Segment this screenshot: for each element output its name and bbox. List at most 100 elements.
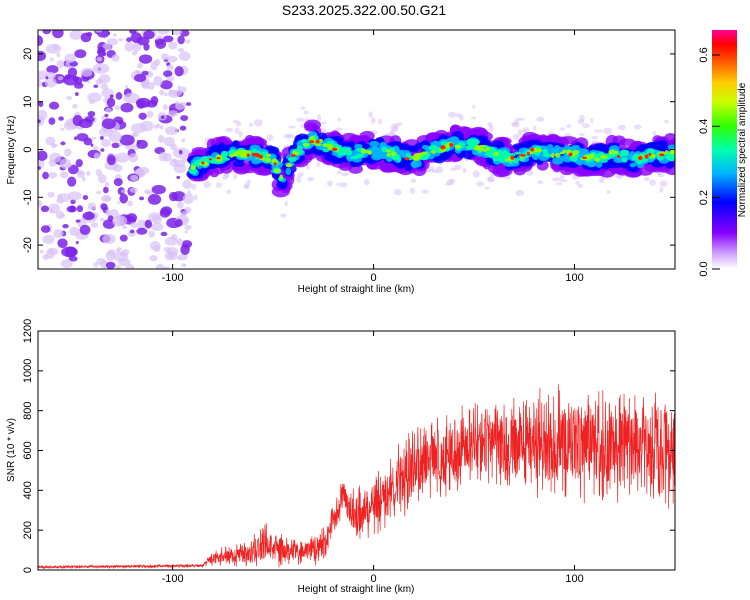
signal-blob: [648, 153, 652, 156]
signal-blob: [209, 167, 220, 178]
noise-speckle: [153, 75, 163, 87]
noise-speckle: [95, 168, 102, 177]
signal-blob: [309, 136, 315, 142]
noise-speckle: [178, 150, 183, 155]
faint-speckle: [316, 160, 320, 168]
faint-speckle: [515, 189, 525, 196]
noise-speckle: [166, 75, 175, 82]
faint-speckle: [489, 125, 494, 133]
faint-speckle: [643, 176, 650, 182]
signal-blob: [526, 151, 530, 156]
signal-blob: [416, 152, 424, 157]
noise-speckle: [124, 41, 135, 52]
noise-speckle: [48, 101, 60, 110]
noise-speckle: [56, 52, 61, 58]
faint-speckle: [559, 174, 565, 180]
signal-blob: [440, 145, 446, 150]
faint-speckle: [234, 127, 240, 135]
signal-blob: [637, 155, 643, 161]
signal-blob: [340, 148, 348, 154]
noise-speckle: [184, 230, 188, 234]
faint-speckle: [280, 213, 287, 218]
noise-speckle: [153, 59, 161, 66]
faint-speckle: [307, 176, 314, 182]
signal-blob: [274, 168, 281, 174]
faint-speckle: [395, 122, 403, 127]
faint-speckle: [370, 117, 376, 124]
noise-speckle: [87, 111, 96, 117]
signal-blob: [191, 146, 208, 156]
spectrogram-ytick-label: 20: [22, 48, 34, 60]
noise-speckle: [178, 51, 191, 62]
noise-speckle: [108, 131, 122, 143]
noise-speckle: [103, 186, 109, 194]
noise-speckle: [64, 53, 76, 63]
signal-blob: [428, 144, 438, 151]
noise-speckle: [163, 70, 173, 78]
noise-speckle: [74, 136, 78, 141]
noise-speckle: [83, 137, 93, 146]
faint-speckle: [454, 113, 462, 118]
faint-speckle: [578, 133, 585, 136]
faint-speckle: [559, 179, 568, 183]
noise-speckle: [102, 219, 116, 229]
signal-blob: [470, 140, 476, 147]
signal-blob: [332, 143, 340, 148]
faint-speckle: [552, 177, 561, 182]
faint-speckle: [233, 173, 238, 180]
signal-blob: [369, 140, 380, 148]
faint-speckle: [659, 180, 668, 187]
noise-speckle: [181, 263, 187, 268]
faint-speckle: [664, 119, 669, 124]
signal-blob: [350, 155, 356, 160]
noise-speckle: [156, 123, 161, 128]
noise-speckle: [75, 240, 79, 245]
spectrogram-ytick-label: -10: [22, 189, 34, 205]
noise-speckle: [132, 42, 142, 52]
faint-speckle: [447, 111, 456, 118]
noise-speckle: [158, 134, 165, 143]
faint-speckle: [363, 178, 370, 186]
noise-speckle: [39, 249, 44, 254]
signal-blob: [474, 144, 481, 149]
signal-blob: [221, 157, 231, 161]
noise-speckle: [73, 82, 84, 89]
signal-blob: [208, 158, 212, 161]
noise-speckle: [128, 153, 139, 163]
signal-blob: [232, 160, 245, 168]
signal-blob: [465, 144, 474, 150]
noise-speckle: [42, 234, 55, 245]
noise-speckle: [60, 141, 66, 146]
signal-blob: [487, 152, 494, 158]
noise-speckle: [137, 62, 143, 69]
noise-speckle: [52, 43, 59, 51]
signal-blob: [555, 152, 561, 158]
noise-speckle: [171, 30, 183, 36]
faint-speckle: [577, 119, 585, 125]
faint-speckle: [454, 164, 462, 171]
signal-blob: [479, 144, 487, 148]
signal-blob: [486, 146, 491, 152]
noise-speckle: [162, 35, 174, 43]
signal-blob: [190, 165, 196, 170]
noise-speckle: [107, 155, 116, 166]
noise-speckle: [44, 77, 57, 88]
faint-speckle: [656, 172, 662, 176]
faint-speckle: [486, 176, 496, 183]
noise-speckle: [38, 100, 44, 108]
faint-speckle: [590, 117, 594, 124]
noise-speckle: [163, 92, 168, 97]
noise-speckle: [103, 195, 112, 201]
noise-speckle: [115, 92, 123, 100]
noise-speckle: [151, 184, 166, 195]
faint-speckle: [319, 121, 328, 125]
noise-speckle: [67, 67, 78, 78]
signal-blob: [633, 153, 639, 160]
noise-speckle: [119, 234, 128, 242]
noise-speckle: [92, 136, 97, 140]
noise-speckle: [134, 73, 147, 83]
noise-speckle: [109, 94, 114, 99]
noise-speckle: [55, 210, 65, 220]
signal-blob: [246, 153, 250, 157]
